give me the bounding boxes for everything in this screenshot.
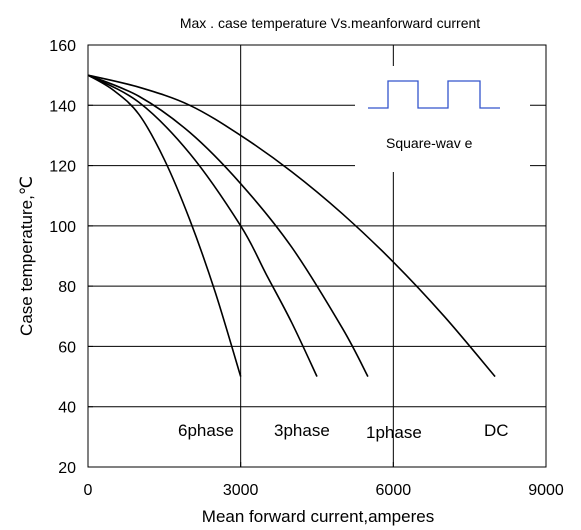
series-line-6phase: [87, 74, 242, 377]
series-line-3phase: [87, 74, 318, 377]
y-tick-label: 120: [49, 159, 76, 176]
chart-title: Max . case temperature Vs.meanforward cu…: [180, 15, 480, 31]
y-tick-label: 80: [58, 279, 76, 296]
series-label-1phase: 1phase: [366, 423, 422, 442]
series-line-1phase: [87, 74, 369, 377]
x-axis-label: Mean forward current,amperes: [202, 507, 434, 526]
series-line-dc: [87, 74, 496, 378]
y-tick-label: 60: [58, 339, 76, 356]
x-tick-label: 3000: [223, 482, 259, 499]
x-tick-label: 0: [84, 482, 93, 499]
series-lines: [87, 74, 496, 378]
ticks: 20 40 60 80 100 120 140 160 0 3000 6000 9000: [49, 38, 564, 499]
plot-frame: [87, 44, 547, 468]
series-label-3phase: 3phase: [274, 421, 330, 440]
x-tick-label: 9000: [528, 482, 564, 499]
series-label-6phase: 6phase: [178, 421, 234, 440]
y-tick-label: 100: [49, 219, 76, 236]
y-axis-label: Case temperature,℃: [17, 176, 36, 336]
series-label-dc: DC: [484, 421, 509, 440]
y-tick-label: 160: [49, 38, 76, 55]
series-labels: 6phase 3phase 1phase DC: [178, 421, 509, 442]
y-tick-label: 140: [49, 98, 76, 115]
inset-background: [355, 66, 530, 172]
x-tick-label: 6000: [376, 482, 412, 499]
y-tick-label: 20: [58, 460, 76, 477]
y-tick-label: 40: [58, 400, 76, 417]
square-wave-icon: [368, 80, 500, 109]
inset-label: Square-wav e: [386, 135, 473, 151]
